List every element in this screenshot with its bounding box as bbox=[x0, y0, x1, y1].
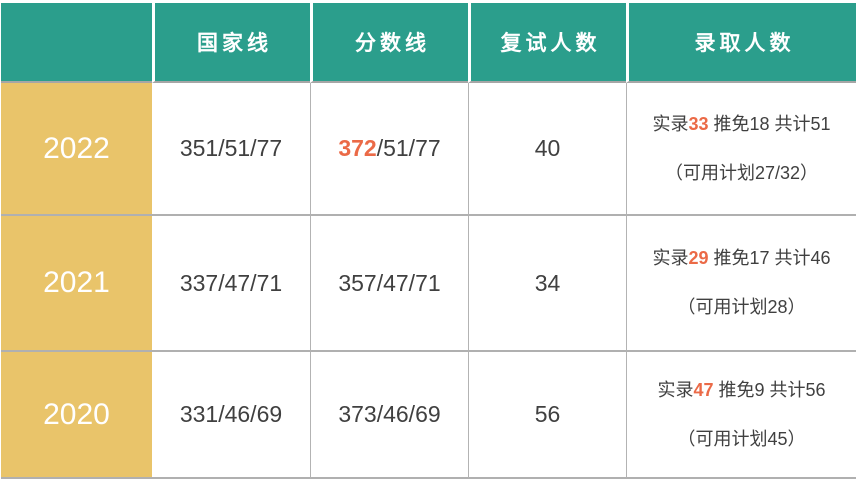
header-cell-year bbox=[1, 3, 152, 83]
national-line-cell: 337/47/71 bbox=[152, 216, 310, 352]
score-line-cell: 357/47/71 bbox=[310, 216, 468, 352]
admission-actual-label: 实录 bbox=[652, 113, 689, 134]
admission-actual-value: 29 bbox=[688, 248, 709, 268]
admission-actual-value: 47 bbox=[693, 379, 714, 400]
admission-plan-line: （可用计划28） bbox=[677, 297, 806, 317]
admission-plan-line: （可用计划45） bbox=[677, 428, 806, 449]
admission-summary-line: 实录33 推免18 共计51 bbox=[652, 112, 830, 137]
retest-count-cell: 56 bbox=[468, 352, 626, 479]
year-cell: 2022 bbox=[1, 83, 152, 216]
header-cell-score-line: 分数线 bbox=[310, 3, 468, 83]
admission-plan-line: （可用计划27/32） bbox=[664, 162, 819, 183]
admission-actual-label: 实录 bbox=[657, 379, 694, 400]
admission-actual-value: 33 bbox=[688, 113, 709, 134]
score-rest: /51/77 bbox=[376, 135, 441, 161]
national-line-cell: 351/51/77 bbox=[152, 83, 310, 216]
score-line-cell: 372/51/77 bbox=[310, 83, 468, 216]
admission-summary-line: 实录47 推免9 共计56 bbox=[657, 378, 825, 403]
year-cell: 2020 bbox=[1, 352, 152, 479]
admission-rest: 推免17 共计46 bbox=[708, 248, 831, 268]
admission-rest: 推免9 共计56 bbox=[713, 379, 826, 400]
admission-cell: 实录29 推免17 共计46 （可用计划28） bbox=[626, 216, 856, 352]
score-highlight: 372 bbox=[338, 135, 377, 161]
admission-cell: 实录33 推免18 共计51 （可用计划27/32） bbox=[626, 83, 856, 216]
header-cell-national-line: 国家线 bbox=[152, 3, 310, 83]
admission-summary-line: 实录29 推免17 共计46 bbox=[652, 246, 830, 271]
score-rest: 373/46/69 bbox=[338, 401, 441, 427]
year-cell: 2021 bbox=[1, 216, 152, 352]
admission-cell: 实录47 推免9 共计56 （可用计划45） bbox=[626, 352, 856, 479]
admission-actual-label: 实录 bbox=[652, 248, 689, 268]
national-line-cell: 331/46/69 bbox=[152, 352, 310, 479]
header-cell-retest-count: 复试人数 bbox=[468, 3, 626, 83]
admission-scores-table: 国家线 分数线 复试人数 录取人数 2022 351/51/77 372/51/… bbox=[1, 3, 856, 479]
header-cell-admission-count: 录取人数 bbox=[626, 3, 856, 83]
score-line-cell: 373/46/69 bbox=[310, 352, 468, 479]
admission-rest: 推免18 共计51 bbox=[708, 113, 831, 134]
retest-count-cell: 40 bbox=[468, 83, 626, 216]
retest-count-cell: 34 bbox=[468, 216, 626, 352]
score-rest: 357/47/71 bbox=[338, 269, 441, 296]
